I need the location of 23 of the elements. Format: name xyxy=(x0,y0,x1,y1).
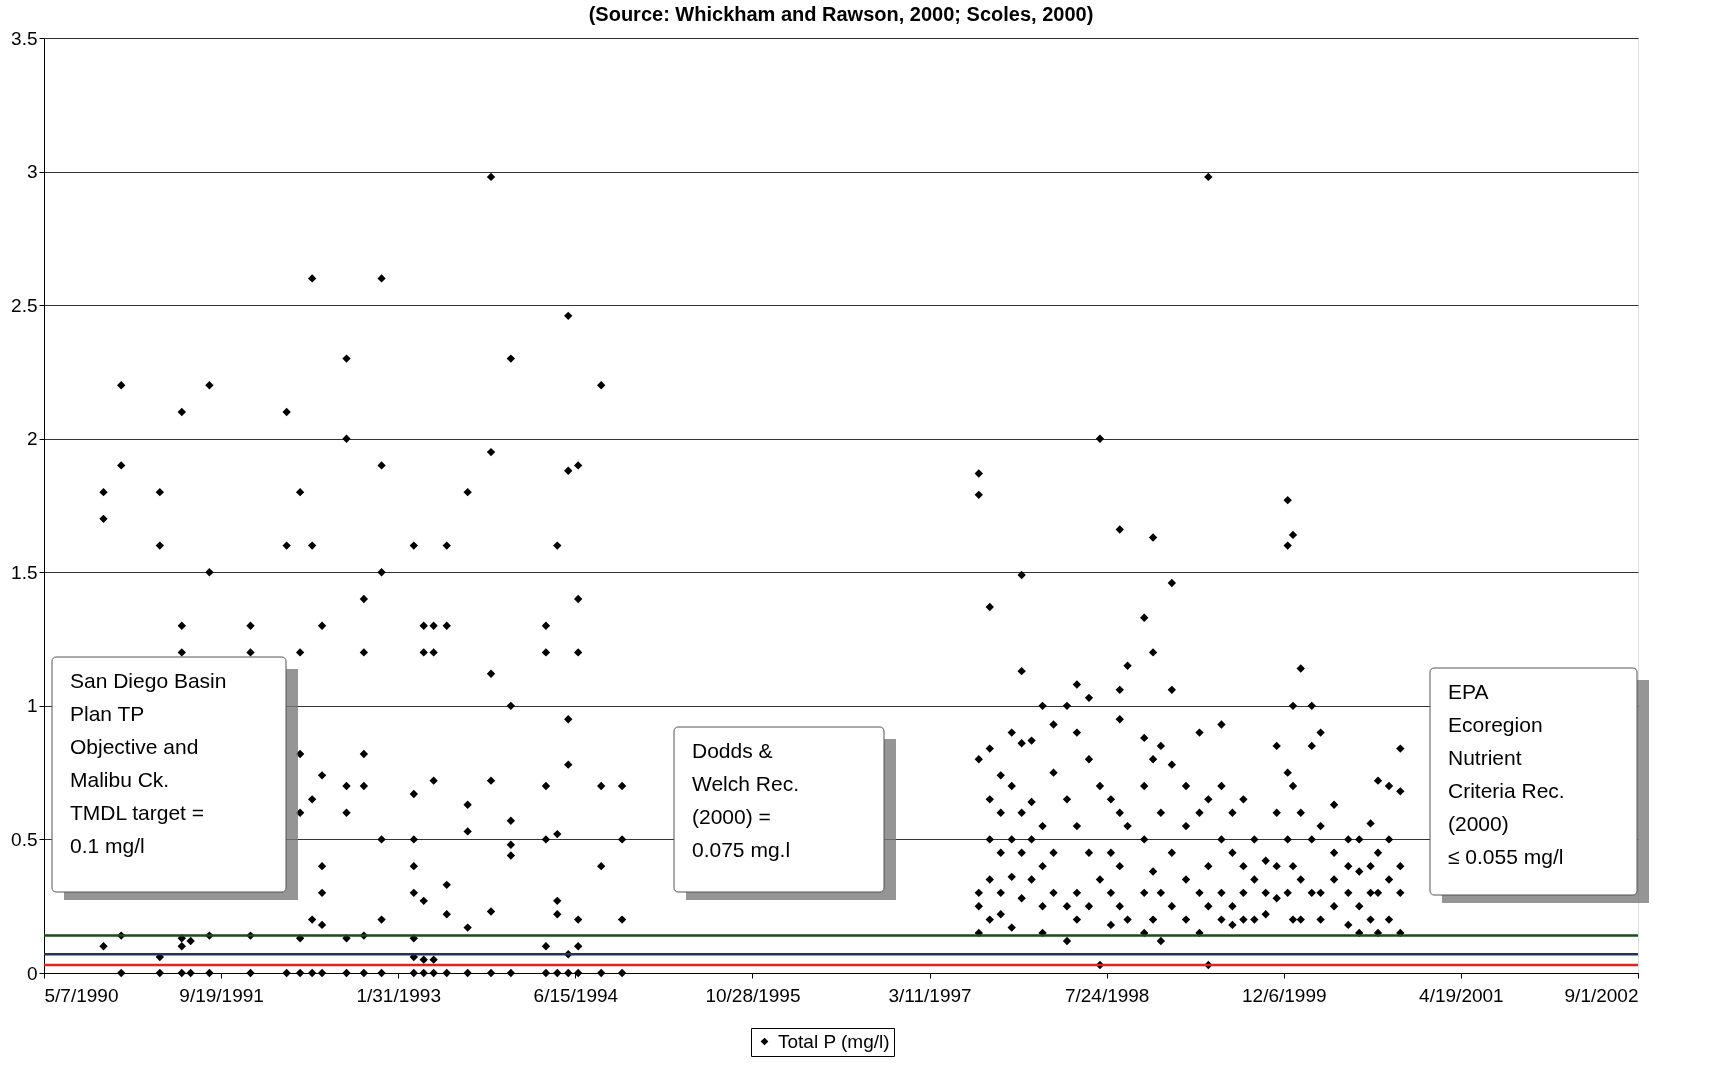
x-tick-label: 3/11/1997 xyxy=(888,984,972,1006)
x-tick-label: 6/15/1994 xyxy=(533,984,619,1006)
y-tick-label: 1.5 xyxy=(11,561,38,583)
y-tick-label: 0 xyxy=(26,962,38,984)
x-tick-label: 1/31/1993 xyxy=(356,984,441,1006)
y-tick-label: 3 xyxy=(26,161,38,183)
y-tick-label: 0.5 xyxy=(11,828,38,850)
y-tick-label: 3.5 xyxy=(11,27,38,49)
x-tick-label: 7/24/1998 xyxy=(1064,984,1150,1006)
x-tick-label: 4/19/2001 xyxy=(1419,984,1504,1006)
annotation: EPA Ecoregion Nutrient Criteria Rec. (2000) ≤ 0.055 mg/l xyxy=(1448,680,1565,868)
annotation: Dodds & Welch Rec. (2000) = 0.075 mg.l xyxy=(692,739,799,861)
x-tick-label: 9/19/1991 xyxy=(179,984,264,1006)
x-tick-label: 5/7/1990 xyxy=(44,984,119,1006)
y-tick-label: 1 xyxy=(26,695,38,717)
x-tick-label: 9/1/2002 xyxy=(1564,984,1639,1006)
x-tick-label: 10/28/1995 xyxy=(705,984,801,1006)
x-tick-label: 12/6/1999 xyxy=(1242,984,1327,1006)
y-tick-label: 2.5 xyxy=(11,294,38,316)
chart-title: (Source: Whickham and Rawson, 2000; Scoles, 2000) xyxy=(588,3,1094,25)
annotation: San Diego Basin Plan TP Objective and Malibu Ck. TMDL target = 0.1 mg/l xyxy=(70,669,227,857)
y-tick-label: 2 xyxy=(26,428,38,450)
legend-label: Total P (mg/l) xyxy=(778,1030,890,1052)
